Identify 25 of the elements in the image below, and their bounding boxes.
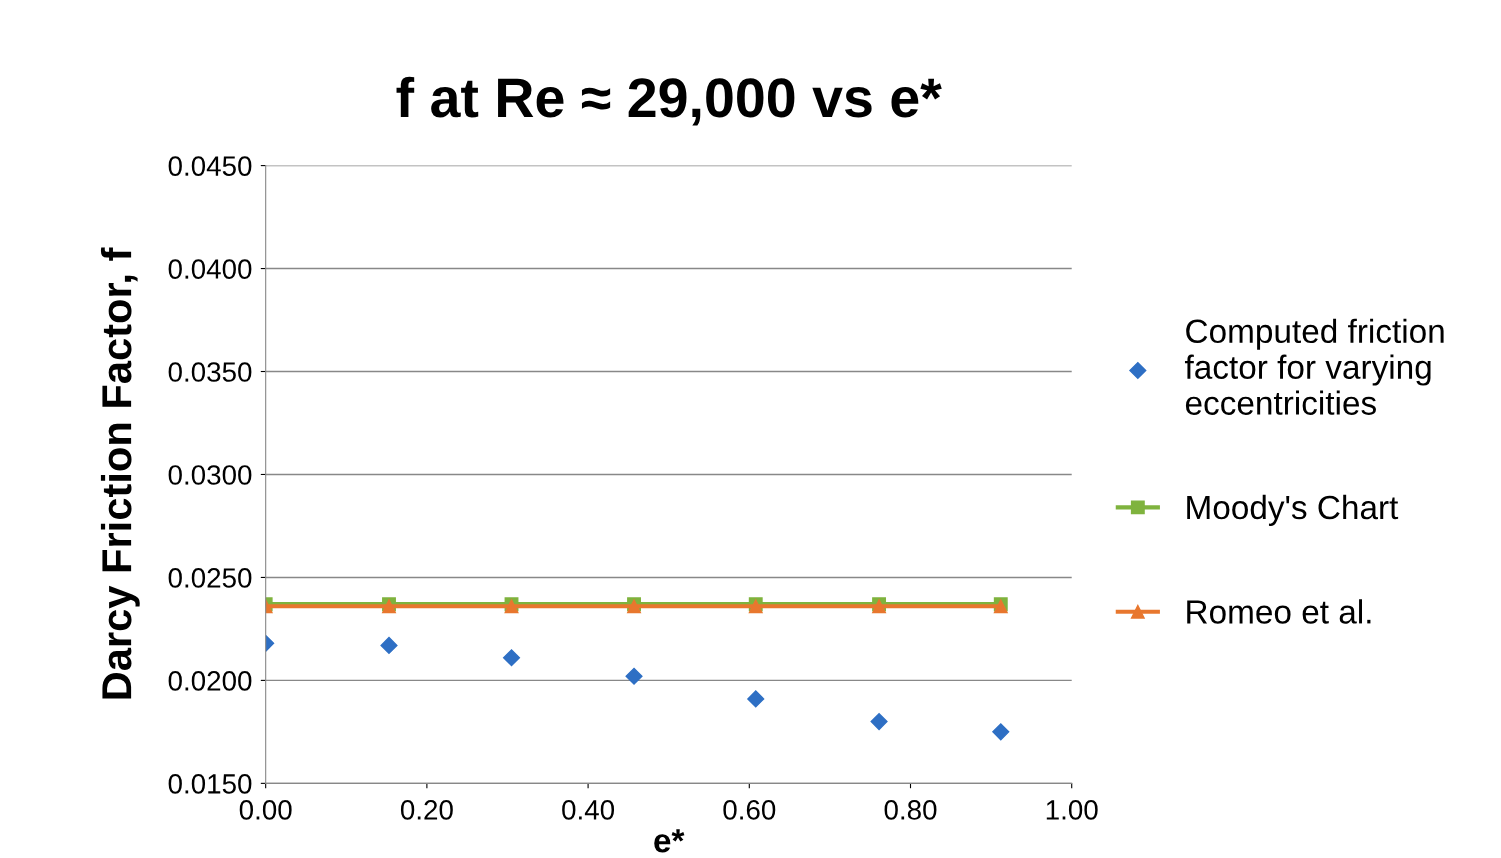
x-tick-label: 0.40 xyxy=(562,800,615,820)
y-tick-label: 0.0400 xyxy=(168,259,252,279)
point xyxy=(992,723,1010,741)
y-axis-title: Darcy Friction Factor, f xyxy=(100,247,140,699)
point xyxy=(380,636,398,654)
chart-title: f at Re ≈ 29,000 vs e* xyxy=(396,76,942,126)
legend-label: Computed friction factor for varying eccentricities xyxy=(1184,318,1444,415)
y-tick-label: 0.0150 xyxy=(168,774,252,794)
point xyxy=(625,667,643,685)
y-tick-label: 0.0250 xyxy=(168,568,252,588)
x-tick-label: 0.20 xyxy=(400,800,453,820)
point xyxy=(502,649,521,667)
point xyxy=(747,690,765,708)
legend-label: Romeo et al. xyxy=(1187,599,1371,624)
x-tick-label: 0.60 xyxy=(723,800,776,820)
x-tick-label: 0.80 xyxy=(884,800,937,820)
x-tick-label: 1.00 xyxy=(1046,800,1098,820)
x-axis-title: e* xyxy=(654,829,685,853)
legend-label: Moody's Chart xyxy=(1187,494,1399,526)
x-tick-label: 0.00 xyxy=(239,800,292,820)
y-tick-label: 0.0200 xyxy=(168,671,252,691)
y-tick-label: 0.0300 xyxy=(168,465,252,485)
y-tick-label: 0.0450 xyxy=(168,156,252,176)
y-tick-label: 0.0350 xyxy=(168,362,252,382)
point xyxy=(870,713,888,731)
